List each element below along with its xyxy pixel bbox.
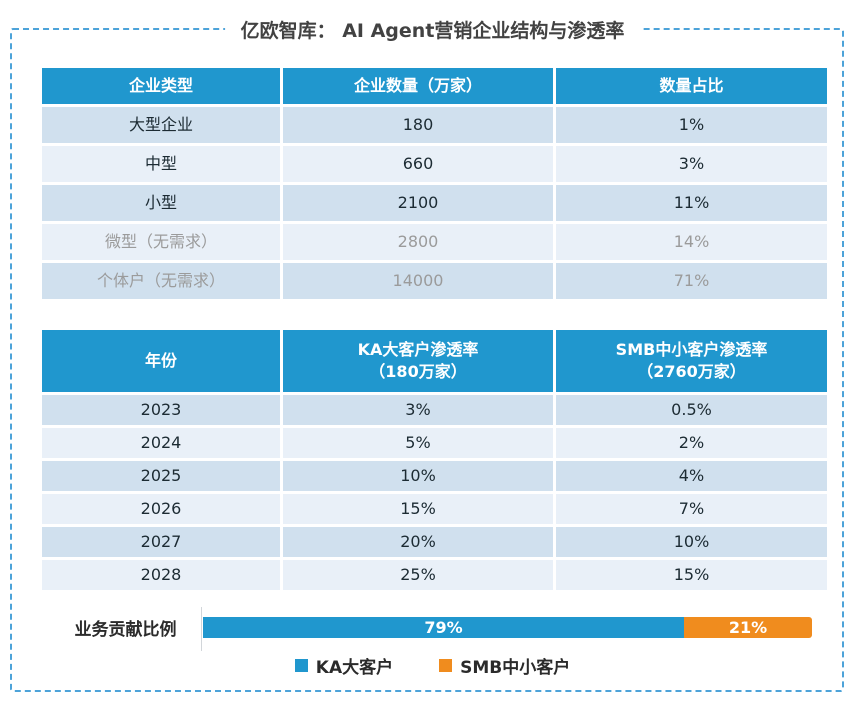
table-row: 2025 10% 4%	[42, 461, 827, 491]
table-row: 2026 15% 7%	[42, 494, 827, 524]
table-cell: 大型企业	[42, 107, 280, 143]
table-cell: 20%	[283, 527, 553, 557]
table-cell: 2027	[42, 527, 280, 557]
table-cell: 个体户（无需求）	[42, 263, 280, 299]
table-cell: 2026	[42, 494, 280, 524]
header-cell-count-share: 数量占比	[556, 68, 827, 104]
table-cell: 5%	[283, 428, 553, 458]
table-cell: 0.5%	[556, 395, 827, 425]
table-cell: 2028	[42, 560, 280, 590]
legend-item-smb: SMB中小客户	[439, 653, 570, 678]
table-cell: 71%	[556, 263, 827, 299]
bar-segment-smb: 21%	[684, 617, 812, 638]
table-cell: 中型	[42, 146, 280, 182]
table-cell: 14000	[283, 263, 553, 299]
table-cell: 2025	[42, 461, 280, 491]
header-line: KA大客户渗透率	[357, 340, 479, 360]
table-cell: 4%	[556, 461, 827, 491]
business-contribution-bar: 79% 21%	[203, 617, 812, 638]
header-line: （2760万家）	[637, 362, 746, 381]
table-row: 大型企业 180 1%	[42, 107, 827, 143]
table-row: 个体户（无需求） 14000 71%	[42, 263, 827, 299]
table-header-row: 企业类型 企业数量（万家） 数量占比	[42, 68, 827, 104]
table-cell: 2024	[42, 428, 280, 458]
bar-segment-ka: 79%	[203, 617, 685, 638]
table-cell: 10%	[556, 527, 827, 557]
table-cell: 15%	[556, 560, 827, 590]
header-cell-enterprise-type: 企业类型	[42, 68, 280, 104]
header-cell-enterprise-count: 企业数量（万家）	[283, 68, 553, 104]
table-row: 小型 2100 11%	[42, 185, 827, 221]
legend: KA大客户 SMB中小客户	[0, 653, 865, 678]
table-cell: 11%	[556, 185, 827, 221]
table-cell: 180	[283, 107, 553, 143]
table-header-row: 年份 KA大客户渗透率 （180万家） SMB中小客户渗透率 （2760万家）	[42, 330, 827, 392]
table-cell: 3%	[556, 146, 827, 182]
table-enterprise-structure: 企业类型 企业数量（万家） 数量占比 大型企业 180 1% 中型 660 3%…	[42, 68, 827, 299]
legend-item-ka: KA大客户	[294, 653, 394, 678]
table-cell: 15%	[283, 494, 553, 524]
legend-swatch-ka-icon	[294, 659, 308, 672]
table-row: 微型（无需求） 2800 14%	[42, 224, 827, 260]
table-cell: 2%	[556, 428, 827, 458]
legend-label: SMB中小客户	[460, 658, 571, 678]
table-row: 中型 660 3%	[42, 146, 827, 182]
contribution-ratio-label: 业务贡献比例	[74, 619, 177, 640]
table-cell: 2100	[283, 185, 553, 221]
table-penetration-forecast: 年份 KA大客户渗透率 （180万家） SMB中小客户渗透率 （2760万家） …	[42, 330, 827, 590]
table-cell: 小型	[42, 185, 280, 221]
legend-swatch-smb-icon	[439, 659, 453, 672]
header-cell-ka-penetration: KA大客户渗透率 （180万家）	[283, 330, 553, 392]
table-cell: 7%	[556, 494, 827, 524]
legend-label: KA大客户	[315, 658, 394, 678]
table-cell: 660	[283, 146, 553, 182]
table-row: 2023 3% 0.5%	[42, 395, 827, 425]
table-row: 2027 20% 10%	[42, 527, 827, 557]
bar-axis-line	[201, 607, 202, 651]
table-row: 2028 25% 15%	[42, 560, 827, 590]
table-cell: 2023	[42, 395, 280, 425]
table-cell: 3%	[283, 395, 553, 425]
table-cell: 2800	[283, 224, 553, 260]
header-cell-year: 年份	[42, 330, 280, 392]
table-row: 2024 5% 2%	[42, 428, 827, 458]
table-cell: 微型（无需求）	[42, 224, 280, 260]
table-cell: 25%	[283, 560, 553, 590]
header-cell-smb-penetration: SMB中小客户渗透率 （2760万家）	[556, 330, 827, 392]
header-line: （180万家）	[369, 362, 467, 381]
table-cell: 14%	[556, 224, 827, 260]
table-cell: 1%	[556, 107, 827, 143]
page-title: 亿欧智库： AI Agent营销企业结构与渗透率	[224, 16, 641, 43]
header-line: SMB中小客户渗透率	[615, 340, 768, 360]
table-cell: 10%	[283, 461, 553, 491]
